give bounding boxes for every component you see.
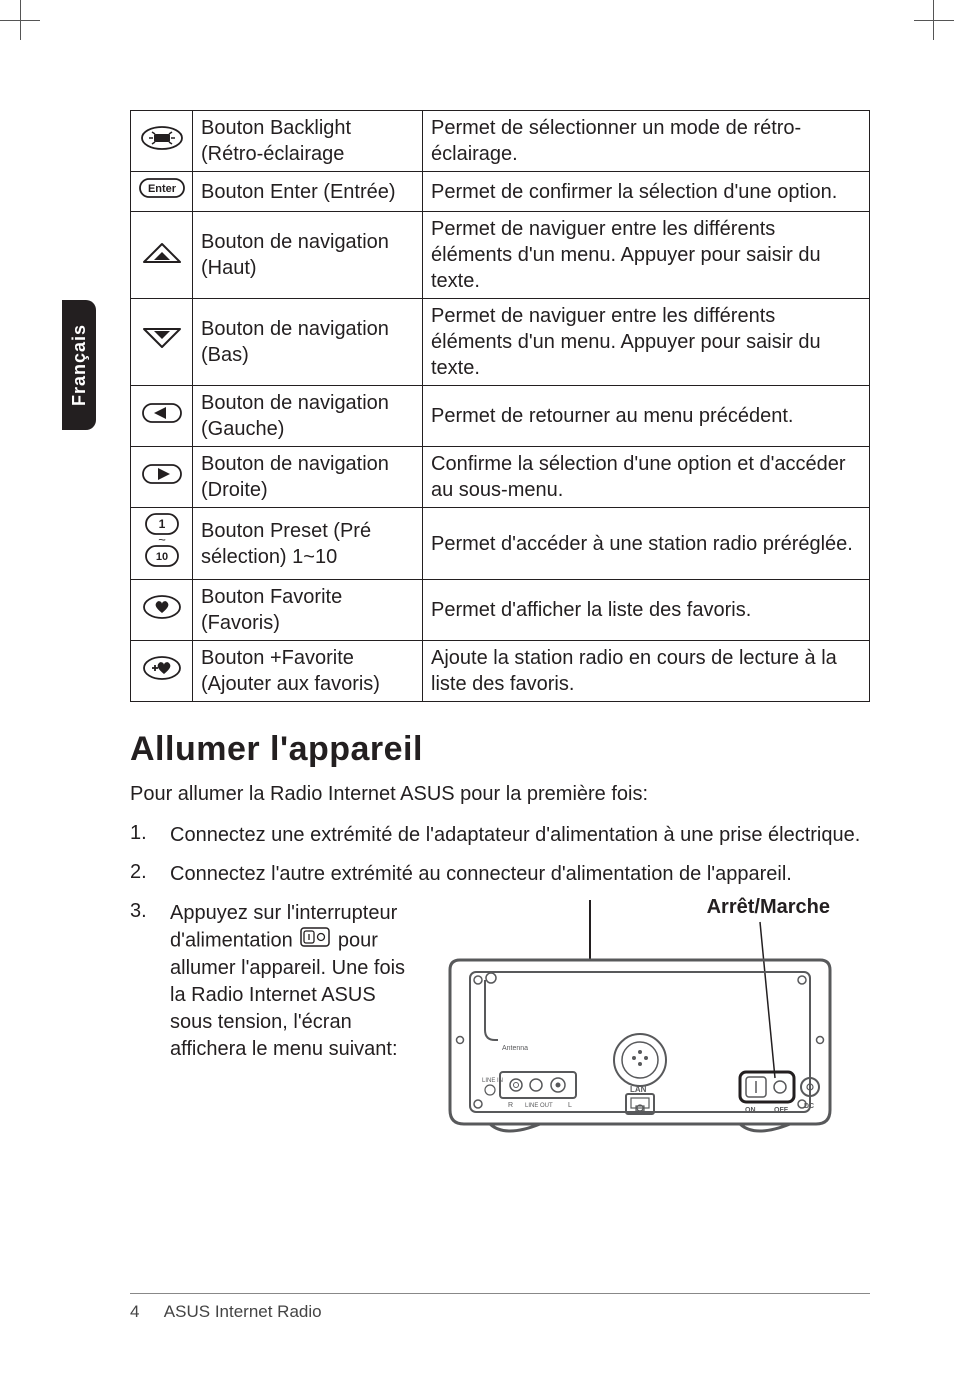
cell-label: Bouton Favorite (Favoris)	[193, 580, 423, 641]
cell-desc: Permet de retourner au menu précédent.	[423, 386, 870, 447]
cell-desc: Confirme la sélection d'une option et d'…	[423, 447, 870, 508]
cell-desc: Permet de sélectionner un mode de rétro-…	[423, 111, 870, 172]
svg-text:ON: ON	[745, 1107, 756, 1114]
page-footer: 4 ASUS Internet Radio	[130, 1293, 870, 1322]
cell-desc: Permet de naviguer entre les différents …	[423, 299, 870, 386]
language-tab: Français	[62, 300, 96, 430]
cell-label: Bouton de navigation (Bas)	[193, 299, 423, 386]
device-diagram: Arrêt/Marche Antenna	[430, 900, 870, 1155]
svg-text:Enter: Enter	[147, 183, 176, 195]
page-number: 4	[130, 1302, 160, 1322]
svg-text:LINE IN: LINE IN	[482, 1078, 503, 1084]
svg-text:L: L	[568, 1102, 572, 1109]
nav-down-icon	[131, 299, 193, 386]
favorite-icon	[131, 580, 193, 641]
table-row: Bouton Favorite (Favoris) Permet d'affic…	[131, 580, 870, 641]
step-text: Appuyez sur l'interrupteur d'alimentatio…	[170, 900, 418, 1063]
table-row: 1 ~ 10 Bouton Preset (Pré sélection) 1~1…	[131, 508, 870, 580]
step-number: 3.	[130, 900, 170, 1063]
cell-label: Bouton Backlight (Rétro-éclairage	[193, 111, 423, 172]
table-row: Enter Bouton Enter (Entrée) Permet de co…	[131, 172, 870, 212]
backlight-icon	[131, 111, 193, 172]
cell-desc: Permet d'afficher la liste des favoris.	[423, 580, 870, 641]
table-row: Bouton +Favorite (Ajouter aux favoris) A…	[131, 641, 870, 702]
cell-label: Bouton de navigation (Gauche)	[193, 386, 423, 447]
nav-up-icon	[131, 212, 193, 299]
cell-label: Bouton Enter (Entrée)	[193, 172, 423, 212]
svg-text:OFF: OFF	[774, 1107, 789, 1114]
step-text: Connectez une extrémité de l'adaptateur …	[170, 822, 870, 849]
language-tab-label: Français	[69, 324, 90, 406]
cell-label: Bouton Preset (Pré sélection) 1~10	[193, 508, 423, 580]
device-rear-svg: Antenna LINE IN R LINE OUT L LAN	[430, 900, 850, 1150]
crop-mark	[914, 20, 954, 21]
step3-text-block: 3. Appuyez sur l'interrupteur d'alimenta…	[130, 900, 430, 1155]
svg-text:LINE OUT: LINE OUT	[525, 1103, 553, 1109]
steps-list: 1. Connectez une extrémité de l'adaptate…	[130, 822, 870, 888]
step-number: 2.	[130, 861, 170, 888]
svg-text:R: R	[508, 1102, 513, 1109]
svg-text:1: 1	[158, 517, 165, 531]
nav-left-icon	[131, 386, 193, 447]
list-item: 1. Connectez une extrémité de l'adaptate…	[130, 822, 870, 849]
list-item: 2. Connectez l'autre extrémité au connec…	[130, 861, 870, 888]
footer-title: ASUS Internet Radio	[164, 1302, 322, 1321]
power-label: Arrêt/Marche	[707, 896, 830, 919]
cell-label: Bouton de navigation (Droite)	[193, 447, 423, 508]
add-favorite-icon	[131, 641, 193, 702]
table-row: Bouton Backlight (Rétro-éclairage Permet…	[131, 111, 870, 172]
table-row: Bouton de navigation (Droite) Confirme l…	[131, 447, 870, 508]
cell-desc: Permet de confirmer la sélection d'une o…	[423, 172, 870, 212]
section-title: Allumer l'appareil	[130, 730, 870, 769]
preset-icon: 1 ~ 10	[131, 508, 193, 580]
power-switch-inline-icon	[300, 927, 330, 955]
svg-text:Antenna: Antenna	[502, 1045, 528, 1052]
svg-text:LAN: LAN	[630, 1085, 647, 1094]
button-reference-table: Bouton Backlight (Rétro-éclairage Permet…	[130, 110, 870, 702]
cell-label: Bouton +Favorite (Ajouter aux favoris)	[193, 641, 423, 702]
crop-mark	[20, 0, 21, 40]
table-row: Bouton de navigation (Haut) Permet de na…	[131, 212, 870, 299]
enter-icon: Enter	[131, 172, 193, 212]
cell-desc: Ajoute la station radio en cours de lect…	[423, 641, 870, 702]
step-text: Connectez l'autre extrémité au connecteu…	[170, 861, 870, 888]
svg-text:~: ~	[158, 532, 166, 547]
cell-desc: Permet d'accéder à une station radio pré…	[423, 508, 870, 580]
table-row: Bouton de navigation (Bas) Permet de nav…	[131, 299, 870, 386]
step3-row: 3. Appuyez sur l'interrupteur d'alimenta…	[130, 900, 870, 1155]
svg-text:10: 10	[155, 551, 167, 563]
cell-desc: Permet de naviguer entre les différents …	[423, 212, 870, 299]
lead-text: Pour allumer la Radio Internet ASUS pour…	[130, 783, 870, 806]
table-row: Bouton de navigation (Gauche) Permet de …	[131, 386, 870, 447]
crop-mark	[933, 0, 934, 40]
page-content: Bouton Backlight (Rétro-éclairage Permet…	[130, 110, 870, 1155]
cell-label: Bouton de navigation (Haut)	[193, 212, 423, 299]
svg-text:DC: DC	[804, 1103, 814, 1110]
step-number: 1.	[130, 822, 170, 849]
nav-right-icon	[131, 447, 193, 508]
